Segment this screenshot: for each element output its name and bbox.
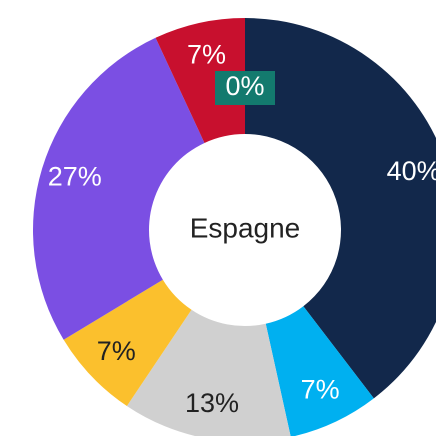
label-background: [215, 71, 275, 105]
donut-slice: [32, 37, 205, 340]
data-label: 7%: [187, 39, 226, 69]
donut-slice: [265, 306, 374, 436]
data-label: 13%: [185, 388, 239, 418]
donut-slice: [245, 18, 436, 399]
data-label: 27%: [48, 161, 102, 191]
center-label: Espagne: [190, 212, 301, 243]
data-label: 7%: [97, 336, 136, 366]
donut-slice: [155, 17, 245, 143]
data-label: 40%: [387, 156, 436, 186]
donut-slice: [126, 309, 291, 436]
data-label: 0%: [225, 71, 264, 101]
data-label: 7%: [301, 375, 340, 405]
donut-slice: [63, 279, 192, 407]
